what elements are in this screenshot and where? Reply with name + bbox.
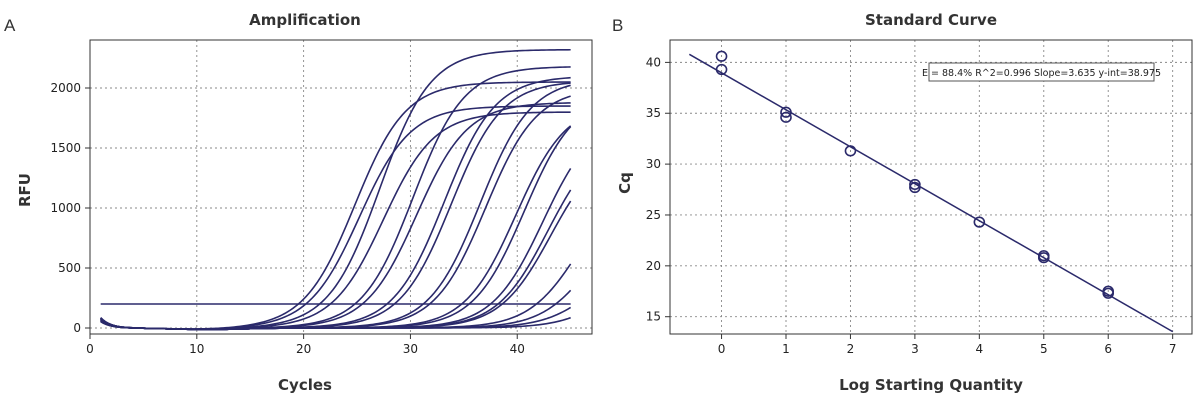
y-tick-label: 15 bbox=[646, 310, 661, 324]
data-point bbox=[780, 111, 792, 123]
y-tick-label: 1500 bbox=[50, 141, 81, 155]
panel-b-letter: B bbox=[612, 16, 623, 35]
data-point bbox=[909, 181, 921, 194]
amplification-curve-s14 bbox=[100, 189, 572, 331]
x-tick-label: 4 bbox=[976, 342, 984, 356]
amplification-curves bbox=[100, 48, 572, 331]
chart-b-title: Standard Curve bbox=[865, 11, 997, 29]
amplification-curve-s3 bbox=[100, 48, 571, 330]
data-point bbox=[844, 145, 857, 157]
chart-b-ylabel: Cq bbox=[616, 172, 634, 194]
x-tick-label: 1 bbox=[782, 342, 790, 356]
data-point bbox=[909, 178, 921, 191]
y-tick-label: 35 bbox=[646, 106, 661, 120]
y-tick-label: 20 bbox=[646, 259, 661, 273]
amplification-chart: 0 10 20 30 40 0 500 1000 1500 2000 bbox=[50, 39, 593, 356]
y-tick-label: 25 bbox=[646, 208, 661, 222]
plot-frame bbox=[669, 39, 1193, 335]
amplification-curve-s4 bbox=[100, 111, 571, 331]
standard-curve-chart: 0 1 2 3 4 5 6 7 15 20 25 30 35 40 E = 88.4% R^2=0.996 … bbox=[646, 39, 1193, 356]
data-point bbox=[780, 106, 792, 118]
panel-a-letter: A bbox=[4, 16, 16, 35]
amplification-curve-s19 bbox=[100, 316, 571, 331]
regression-line bbox=[688, 53, 1174, 333]
data-point bbox=[1102, 287, 1115, 299]
chart-a-ylabel: RFU bbox=[16, 173, 34, 207]
x-tick-label: 0 bbox=[86, 342, 94, 356]
chart-a-xlabel: Cycles bbox=[278, 376, 332, 394]
annotation-text: E = 88.4% R^2=0.996 Slope=3.635 y-int=38… bbox=[922, 68, 1161, 79]
y-tick-label: 500 bbox=[58, 261, 81, 275]
data-point bbox=[715, 63, 728, 76]
data-point bbox=[715, 50, 728, 62]
y-tick-label: 2000 bbox=[50, 81, 81, 95]
y-tick-label: 40 bbox=[646, 55, 661, 69]
amplification-curve-s17 bbox=[100, 289, 572, 331]
y-tick-label: 30 bbox=[646, 157, 661, 171]
data-point bbox=[973, 216, 986, 228]
amplification-curve-s7 bbox=[100, 76, 571, 331]
annotation-box bbox=[928, 62, 1155, 82]
y-tick-label: 0 bbox=[73, 321, 81, 335]
x-tick-label: 30 bbox=[403, 342, 418, 356]
x-tick-label: 20 bbox=[296, 342, 311, 356]
plot-frame bbox=[89, 39, 593, 335]
data-point bbox=[1037, 252, 1050, 264]
x-tick-label: 5 bbox=[1040, 342, 1048, 356]
chart-b-xlabel: Log Starting Quantity bbox=[839, 376, 1023, 394]
amplification-curve-s8 bbox=[100, 82, 571, 331]
y-tick-label: 1000 bbox=[50, 201, 81, 215]
chart-a-title: Amplification bbox=[249, 11, 361, 29]
x-tick-label: 40 bbox=[510, 342, 525, 356]
amplification-curve-s1 bbox=[100, 81, 571, 330]
x-tick-label: 7 bbox=[1169, 342, 1177, 356]
x-tick-label: 10 bbox=[189, 342, 204, 356]
x-tick-label: 3 bbox=[911, 342, 919, 356]
x-tick-label: 2 bbox=[847, 342, 855, 356]
amplification-curve-s9 bbox=[100, 84, 571, 331]
x-tick-label: 0 bbox=[718, 342, 726, 356]
x-tick-label: 6 bbox=[1104, 342, 1112, 356]
